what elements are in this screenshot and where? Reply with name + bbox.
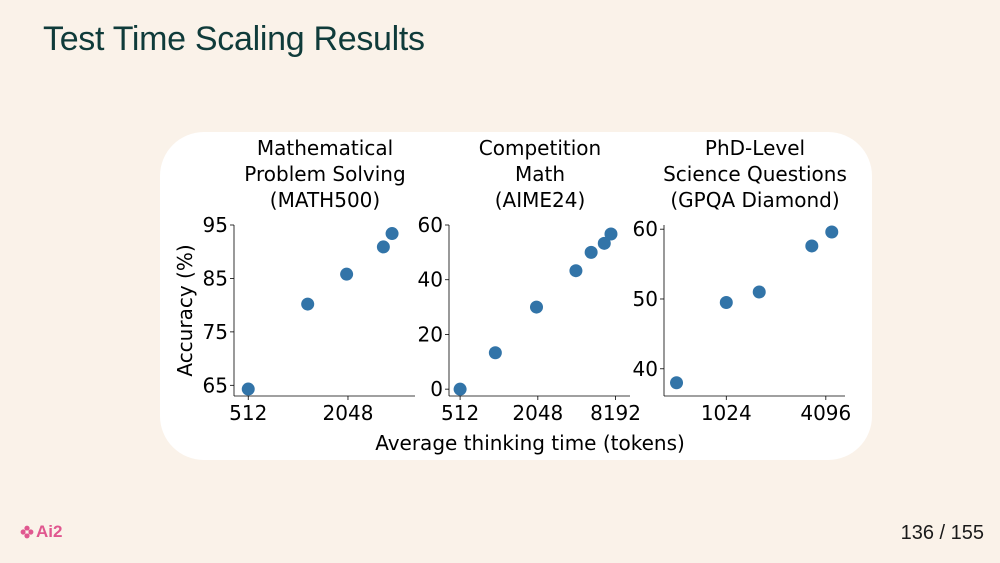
y-tick-label: 20 (418, 322, 443, 346)
data-point (825, 225, 839, 239)
y-tick-label: 75 (203, 320, 228, 344)
data-point (604, 227, 618, 241)
data-point (670, 376, 684, 390)
x-tick-label: 4096 (800, 401, 851, 425)
y-tick-label: 40 (633, 357, 658, 381)
data-point (569, 264, 583, 278)
y-tick-label: 40 (418, 268, 443, 292)
chart-title-line: (GPQA Diamond) (670, 188, 839, 212)
data-point (241, 382, 255, 396)
page-number: 136 / 155 (900, 522, 984, 544)
chart-title-line: (AIME24) (495, 188, 586, 212)
data-point (529, 300, 543, 314)
logo-text: Ai2 (36, 522, 63, 541)
y-tick-label: 60 (418, 213, 443, 237)
data-point (376, 240, 390, 254)
chart-title-line: Competition (479, 136, 601, 160)
chart-title-line: PhD-Level (705, 136, 805, 160)
data-point (301, 297, 315, 311)
x-tick-label: 2048 (323, 401, 374, 425)
x-tick-label: 2048 (512, 401, 563, 425)
data-point (584, 245, 598, 259)
y-axis-label: Accuracy (%) (173, 244, 197, 376)
y-tick-label: 65 (203, 373, 228, 397)
data-point (719, 295, 733, 309)
y-tick-label: 85 (203, 266, 228, 290)
data-point (340, 267, 354, 281)
chart-title-line: Mathematical (257, 136, 393, 160)
slide-title: Test Time Scaling Results (43, 20, 425, 58)
x-tick-label: 512 (441, 401, 479, 425)
data-point (597, 236, 611, 250)
chart-title-line: Math (515, 162, 565, 186)
data-point (453, 382, 467, 396)
flower-icon (20, 525, 34, 539)
chart-title-line: Problem Solving (244, 162, 405, 186)
y-tick-label: 50 (633, 287, 658, 311)
chart-title-line: Science Questions (663, 162, 847, 186)
y-tick-label: 95 (203, 213, 228, 237)
x-tick-label: 512 (229, 401, 267, 425)
y-tick-label: 60 (633, 217, 658, 241)
ai2-logo: Ai2 (20, 522, 62, 542)
x-tick-label: 1024 (701, 401, 752, 425)
chart-panel-background (160, 132, 872, 460)
x-axis-label: Average thinking time (tokens) (375, 431, 685, 455)
data-point (385, 227, 399, 241)
y-tick-label: 0 (430, 377, 443, 401)
data-point (805, 239, 819, 253)
x-tick-label: 8192 (590, 401, 641, 425)
data-point (752, 285, 766, 299)
chart-title-line: (MATH500) (270, 188, 380, 212)
data-point (488, 346, 502, 360)
